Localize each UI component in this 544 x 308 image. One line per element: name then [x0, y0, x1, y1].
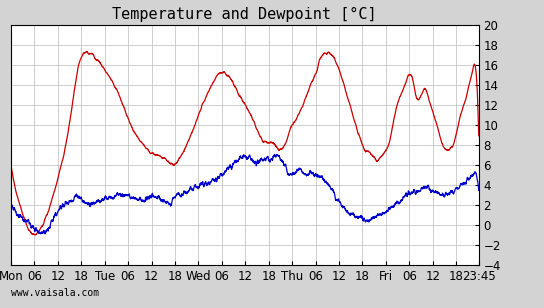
Title: Temperature and Dewpoint [°C]: Temperature and Dewpoint [°C] [113, 7, 377, 22]
Text: www.vaisala.com: www.vaisala.com [11, 288, 99, 298]
